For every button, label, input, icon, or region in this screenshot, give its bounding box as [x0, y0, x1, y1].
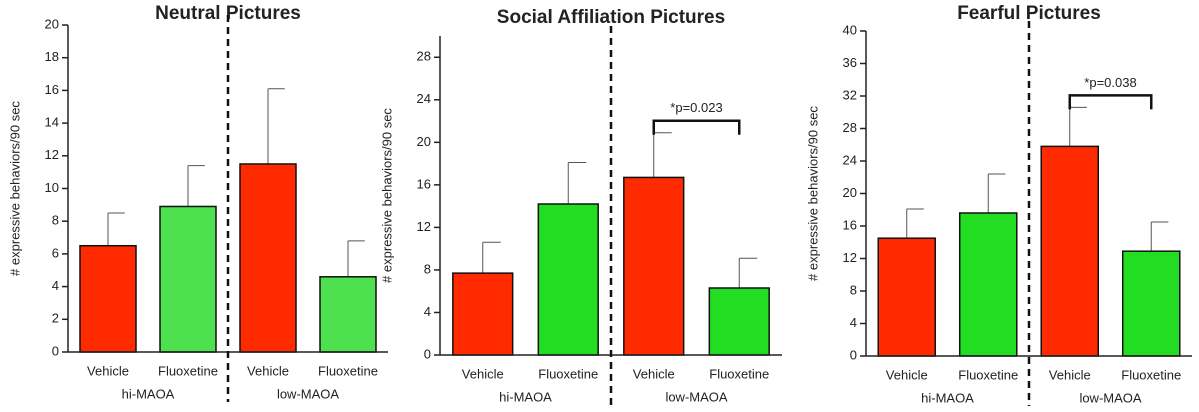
y-tick-label: 16 — [843, 217, 857, 232]
y-tick-label: 4 — [850, 315, 857, 330]
bar — [877, 237, 937, 357]
y-tick-label: 8 — [52, 213, 59, 228]
x-tick-label: Vehicle — [886, 367, 928, 382]
y-tick-label: 28 — [843, 120, 857, 135]
y-tick-label: 24 — [843, 152, 857, 167]
y-axis-label: # expressive behaviors/90 sec — [805, 106, 820, 281]
bar — [159, 205, 217, 353]
x-tick-label: Fluoxetine — [158, 363, 218, 378]
y-tick-label: 6 — [52, 245, 59, 260]
x-tick-label: Fluoxetine — [538, 366, 598, 381]
y-tick-label: 20 — [417, 134, 431, 149]
y-tick-label: 16 — [417, 176, 431, 191]
x-tick-label: Vehicle — [87, 363, 129, 378]
group-label: hi-MAOA — [921, 390, 974, 405]
y-tick-label: 36 — [843, 55, 857, 70]
y-tick-label: 12 — [843, 250, 857, 265]
y-tick-label: 0 — [850, 347, 857, 362]
y-tick-label: 24 — [417, 91, 431, 106]
y-tick-label: 8 — [424, 261, 431, 276]
y-tick-label: 8 — [850, 282, 857, 297]
y-tick-label: 16 — [45, 82, 59, 97]
group-label: hi-MAOA — [122, 386, 175, 401]
y-tick-label: 28 — [417, 49, 431, 64]
y-tick-label: 0 — [52, 343, 59, 358]
x-tick-label: Fluoxetine — [958, 367, 1018, 382]
y-tick-label: 14 — [45, 115, 59, 130]
y-tick-label: 18 — [45, 49, 59, 64]
annotation: *p=0.038 — [1084, 75, 1136, 90]
bar — [452, 272, 514, 356]
bar — [537, 203, 599, 356]
x-tick-label: Fluoxetine — [1121, 367, 1181, 382]
chart-title: Social Affiliation Pictures — [497, 7, 725, 28]
x-tick-label: Vehicle — [1049, 367, 1091, 382]
chart-title: Neutral Pictures — [155, 3, 301, 24]
bar — [708, 287, 770, 356]
bar — [623, 176, 685, 356]
y-tick-label: 12 — [45, 147, 59, 162]
group-label: low-MAOA — [1079, 390, 1141, 405]
bar — [1040, 145, 1100, 357]
y-tick-label: 12 — [417, 219, 431, 234]
x-tick-label: Fluoxetine — [318, 363, 378, 378]
group-label: low-MAOA — [665, 389, 727, 404]
bar — [958, 212, 1018, 357]
y-tick-label: 32 — [843, 87, 857, 102]
annotation: *p=0.023 — [670, 100, 722, 115]
y-tick-label: 20 — [45, 16, 59, 31]
y-tick-label: 4 — [52, 278, 59, 293]
y-tick-label: 0 — [424, 346, 431, 361]
y-axis-label: # expressive behaviors/90 sec — [7, 101, 22, 276]
bar — [319, 276, 377, 353]
x-tick-label: Vehicle — [247, 363, 289, 378]
bar — [79, 244, 137, 353]
bar — [239, 163, 297, 353]
y-axis-label: # expressive behaviors/90 sec — [379, 108, 394, 283]
significance-bracket — [652, 119, 741, 135]
y-tick-label: 40 — [843, 22, 857, 37]
group-label: hi-MAOA — [499, 389, 552, 404]
group-label: low-MAOA — [277, 386, 339, 401]
y-tick-label: 20 — [843, 185, 857, 200]
bar — [1121, 250, 1181, 357]
x-tick-label: Vehicle — [633, 366, 675, 381]
y-tick-label: 2 — [52, 311, 59, 326]
x-tick-label: Fluoxetine — [709, 366, 769, 381]
y-tick-label: 4 — [424, 304, 431, 319]
chart-title: Fearful Pictures — [957, 3, 1101, 24]
significance-bracket — [1068, 94, 1153, 110]
y-tick-label: 10 — [45, 180, 59, 195]
x-tick-label: Vehicle — [462, 366, 504, 381]
